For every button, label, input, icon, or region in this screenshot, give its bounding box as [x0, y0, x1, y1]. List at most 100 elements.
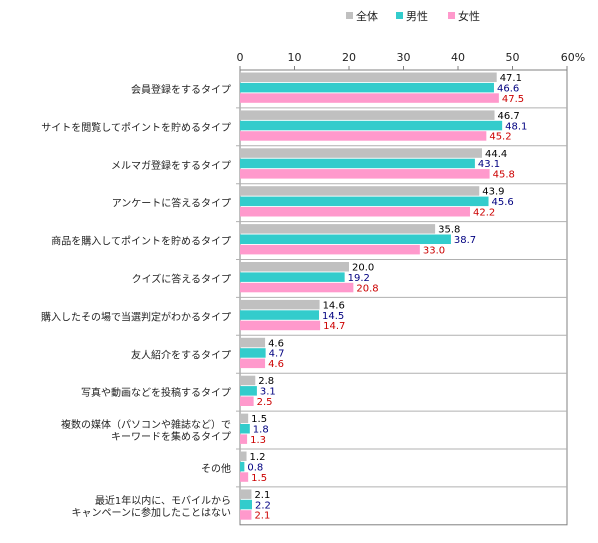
- data-label: 3.1: [260, 387, 276, 398]
- data-label: 4.7: [269, 349, 285, 360]
- category-label: アンケートに答えるタイプ: [112, 197, 231, 210]
- data-label: 4.6: [268, 338, 284, 349]
- legend-swatch: [346, 12, 353, 19]
- data-label: 2.1: [254, 511, 270, 522]
- bar: [240, 72, 497, 82]
- bar: [240, 244, 420, 255]
- category-label: 会員登録をするタイプ: [131, 83, 231, 96]
- category-label: 写真や動画などを投稿するタイプ: [81, 386, 231, 399]
- x-tick-label: 60%: [561, 51, 585, 64]
- data-label: 45.8: [493, 170, 515, 181]
- data-label: 14.7: [323, 321, 345, 332]
- category-label: キーワードを集めるタイプ: [111, 430, 231, 443]
- data-label: 20.0: [352, 263, 374, 274]
- x-tick-label: 0: [237, 51, 244, 64]
- data-label: 33.0: [423, 245, 445, 256]
- category-label: サイトを閲覧してポイントを貯めるタイプ: [41, 122, 231, 134]
- category-label: 友人紹介をするタイプ: [131, 348, 231, 361]
- bar: [240, 82, 494, 93]
- bar: [240, 424, 250, 434]
- bar: [240, 186, 480, 196]
- data-label: 1.8: [253, 425, 269, 436]
- bar: [240, 337, 266, 348]
- bar: [240, 358, 266, 369]
- data-label: 38.7: [454, 235, 476, 246]
- data-label: 44.4: [485, 149, 507, 160]
- bar: [240, 169, 490, 179]
- data-label: 46.7: [498, 111, 520, 122]
- data-label: 48.1: [505, 121, 527, 132]
- data-label: 14.5: [322, 311, 344, 322]
- data-label: 14.6: [323, 300, 345, 311]
- bar: [240, 472, 249, 482]
- bar: [240, 224, 436, 234]
- x-tick-label: 10: [288, 51, 302, 64]
- bar: [240, 510, 252, 520]
- data-label: 1.3: [250, 435, 266, 446]
- data-label: 42.2: [473, 208, 495, 219]
- legend-swatch: [396, 12, 403, 19]
- bar: [240, 461, 245, 472]
- category-label: キャンペーンに参加したことはない: [72, 506, 232, 519]
- data-label: 1.5: [251, 473, 267, 484]
- x-tick-label: 40: [451, 51, 465, 64]
- bar: [240, 131, 487, 141]
- data-label: 20.8: [356, 283, 378, 294]
- data-label: 47.5: [502, 94, 524, 105]
- bar: [240, 158, 475, 169]
- category-label: 商品を購入してポイントを貯めるタイプ: [51, 235, 231, 248]
- data-label: 2.1: [254, 490, 270, 501]
- bar: [240, 348, 266, 358]
- data-label: 43.1: [478, 159, 500, 170]
- data-label: 2.2: [255, 500, 271, 511]
- bar: [240, 310, 320, 320]
- bar: [240, 196, 489, 207]
- legend-label: 女性: [458, 9, 480, 23]
- data-label: 47.1: [500, 73, 522, 84]
- data-label: 45.6: [492, 197, 514, 208]
- category-label: 最近1年以内に、モバイルから: [95, 494, 231, 507]
- bar: [240, 489, 252, 499]
- bar: [240, 234, 451, 244]
- bar: [240, 110, 495, 120]
- bar: [240, 434, 248, 444]
- x-tick-label: 20: [342, 51, 356, 64]
- bar: [240, 386, 257, 396]
- bar: [240, 282, 354, 293]
- legend-label: 全体: [356, 9, 378, 23]
- data-label: 4.6: [268, 359, 284, 370]
- data-label: 1.2: [250, 452, 266, 463]
- bar: [240, 320, 321, 331]
- data-label: 46.6: [497, 83, 519, 94]
- bar: [240, 299, 320, 310]
- data-label: 2.5: [257, 397, 273, 408]
- x-tick-label: 30: [397, 51, 411, 64]
- x-tick-label: 50: [506, 51, 520, 64]
- legend-label: 男性: [406, 9, 428, 23]
- bar: [240, 499, 252, 510]
- data-label: 19.2: [348, 273, 370, 284]
- category-label: 複数の媒体（パソコンや雑誌など）で: [61, 418, 231, 431]
- bar: [240, 262, 349, 272]
- legend-swatch: [448, 12, 455, 19]
- bar: [240, 148, 482, 158]
- data-label: 0.8: [247, 462, 263, 473]
- bar: [240, 396, 254, 406]
- bar: [240, 375, 256, 386]
- category-label: 購入したその場で当選判定がわかるタイプ: [41, 310, 231, 323]
- category-label: その他: [201, 462, 231, 475]
- category-label: クイズに答えるタイプ: [132, 272, 231, 285]
- data-label: 1.5: [251, 414, 267, 425]
- data-label: 35.8: [438, 225, 460, 236]
- data-label: 45.2: [489, 132, 511, 143]
- bar: [240, 451, 247, 461]
- bar: [240, 93, 499, 103]
- bar: [240, 413, 249, 424]
- data-label: 2.8: [258, 376, 274, 387]
- data-label: 43.9: [482, 187, 504, 198]
- bar: [240, 207, 470, 217]
- category-label: メルマガ登録をするタイプ: [111, 159, 231, 172]
- bar: [240, 272, 345, 282]
